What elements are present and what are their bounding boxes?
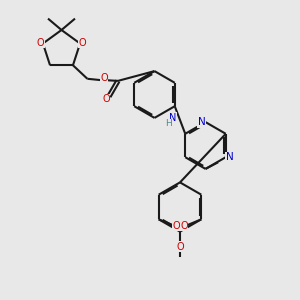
Text: O: O: [102, 94, 110, 104]
Text: O: O: [172, 221, 180, 231]
Text: O: O: [176, 242, 184, 252]
Text: O: O: [79, 38, 86, 48]
Text: O: O: [100, 73, 108, 83]
Text: N: N: [169, 112, 176, 123]
Text: N: N: [226, 152, 233, 162]
Text: O: O: [180, 221, 188, 231]
Text: O: O: [37, 38, 44, 48]
Text: N: N: [198, 117, 206, 127]
Text: H: H: [165, 119, 172, 128]
